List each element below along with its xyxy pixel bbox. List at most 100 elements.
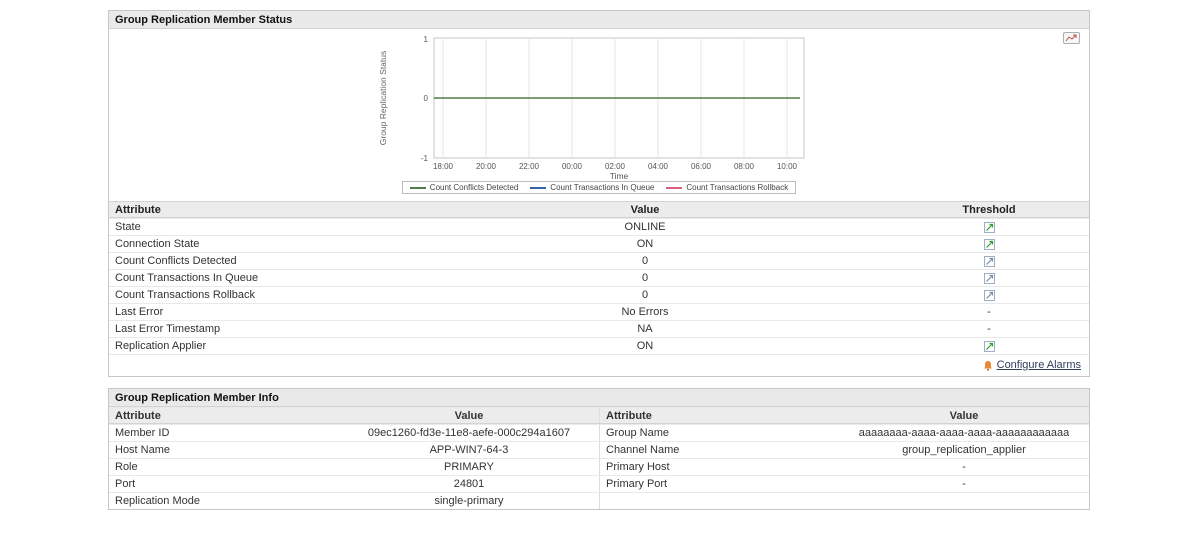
column-header-threshold: Threshold — [962, 203, 1016, 216]
value-cell: NA — [637, 323, 653, 335]
table-row: Host Name APP-WIN7-64-3 Channel Name gro… — [109, 441, 1089, 458]
attribute-cell: Count Conflicts Detected — [115, 255, 237, 267]
attribute-cell: Last Error Timestamp — [115, 323, 221, 335]
attribute-cell: Last Error — [115, 306, 164, 318]
attribute-cell: Host Name — [115, 444, 171, 456]
y-tick: 1 — [424, 35, 429, 44]
svg-text:20:00: 20:00 — [476, 162, 497, 171]
y-tick: -1 — [421, 154, 429, 163]
svg-text:22:00: 22:00 — [519, 162, 540, 171]
attribute-cell — [599, 493, 839, 509]
attribute-cell: Port — [115, 478, 136, 490]
table-row: Count Conflicts Detected 0 — [109, 252, 1089, 269]
content-area: Group Replication Member Status Group Re… — [108, 10, 1090, 521]
threshold-cell — [889, 287, 1089, 303]
table-row: Count Transactions Rollback 0 — [109, 286, 1089, 303]
attribute-cell: Primary Port — [599, 476, 839, 492]
column-header-attribute: Attribute — [115, 203, 161, 216]
configure-alarms-row: Configure Alarms — [109, 354, 1089, 376]
column-header-value: Value — [630, 203, 660, 216]
threshold-cell — [889, 338, 1089, 354]
attribute-cell: Member ID — [115, 427, 170, 439]
legend-item: Count Transactions In Queue — [530, 183, 654, 192]
attribute-cell: Primary Host — [599, 459, 839, 475]
table-row: State ONLINE — [109, 218, 1089, 235]
attribute-cell: Count Transactions Rollback — [115, 289, 256, 301]
svg-text:02:00: 02:00 — [605, 162, 626, 171]
threshold-cell — [889, 236, 1089, 252]
chart-trend-icon — [1065, 34, 1077, 42]
threshold-cell — [889, 253, 1089, 269]
value-cell: - — [962, 461, 966, 473]
value-cell — [839, 493, 1089, 509]
value-cell: ON — [636, 340, 654, 352]
svg-text:00:00: 00:00 — [562, 162, 583, 171]
chart-area: Group Replication Status 1 0 -1 — [109, 29, 1089, 201]
threshold-cell: - — [987, 306, 991, 318]
attribute-cell: Channel Name — [599, 442, 839, 458]
info-table-header: Attribute Value Attribute Value — [109, 407, 1089, 424]
svg-text:08:00: 08:00 — [734, 162, 755, 171]
svg-text:06:00: 06:00 — [691, 162, 712, 171]
attribute-cell: Connection State — [115, 238, 200, 250]
value-cell: 24801 — [453, 478, 485, 490]
column-header-attribute: Attribute — [599, 408, 839, 423]
threshold-chart-icon[interactable] — [983, 238, 995, 250]
attribute-cell: Role — [115, 461, 138, 473]
threshold-cell: - — [987, 323, 991, 335]
y-axis-label: Group Replication Status — [378, 51, 388, 146]
table-row: Replication Mode single-primary — [109, 492, 1089, 509]
threshold-cell — [889, 219, 1089, 235]
attribute-cell: Replication Applier — [115, 340, 207, 352]
value-cell: group_replication_applier — [902, 444, 1026, 456]
value-cell: 0 — [641, 272, 649, 284]
line-chart: Group Replication Status 1 0 -1 — [378, 35, 805, 180]
value-cell: - — [962, 478, 966, 490]
group-replication-member-status-panel: Group Replication Member Status Group Re… — [108, 10, 1090, 377]
table-row: Connection State ON — [109, 235, 1089, 252]
configure-alarms-link[interactable]: Configure Alarms — [996, 359, 1081, 371]
legend-swatch-red — [666, 186, 683, 189]
threshold-chart-icon[interactable] — [983, 221, 995, 233]
panel-title-info: Group Replication Member Info — [109, 389, 1089, 407]
x-ticks: 18:00 20:00 22:00 00:00 02:00 04:00 06:0… — [433, 162, 798, 171]
legend-swatch-blue — [530, 186, 547, 189]
table-row: Port 24801 Primary Port - — [109, 475, 1089, 492]
table-row: Count Transactions In Queue 0 — [109, 269, 1089, 286]
status-chart: Group Replication Status 1 0 -1 — [109, 32, 1089, 198]
threshold-chart-icon[interactable] — [983, 289, 995, 301]
attribute-cell: Count Transactions In Queue — [115, 272, 259, 284]
value-cell: single-primary — [434, 495, 504, 507]
svg-text:10:00: 10:00 — [777, 162, 798, 171]
attribute-cell: Replication Mode — [115, 495, 200, 507]
legend-item: Count Transactions Rollback — [666, 183, 788, 192]
threshold-chart-icon[interactable] — [983, 272, 995, 284]
threshold-chart-icon[interactable] — [983, 340, 995, 352]
value-cell: PRIMARY — [444, 461, 494, 473]
threshold-cell — [889, 270, 1089, 286]
chart-options-button[interactable] — [1063, 32, 1080, 44]
value-cell: 0 — [641, 255, 649, 267]
table-row: Last Error Timestamp NA - — [109, 320, 1089, 337]
threshold-chart-icon[interactable] — [983, 255, 995, 267]
status-table: Attribute Value Threshold State ONLINE C… — [109, 201, 1089, 376]
table-row: Role PRIMARY Primary Host - — [109, 458, 1089, 475]
value-cell: ON — [636, 238, 654, 250]
value-cell: 09ec1260-fd3e-11e8-aefe-000c294a1607 — [367, 427, 571, 439]
legend-label: Count Conflicts Detected — [429, 183, 519, 192]
chart-legend: Count Conflicts Detected Count Transacti… — [401, 181, 797, 194]
group-replication-member-info-panel: Group Replication Member Info Attribute … — [108, 388, 1090, 510]
value-cell: No Errors — [621, 306, 669, 318]
value-cell: ONLINE — [624, 221, 666, 233]
column-header-value: Value — [454, 409, 484, 422]
table-row: Member ID 09ec1260-fd3e-11e8-aefe-000c29… — [109, 424, 1089, 441]
legend-label: Count Transactions Rollback — [686, 183, 789, 192]
svg-text:04:00: 04:00 — [648, 162, 669, 171]
legend-label: Count Transactions In Queue — [550, 183, 655, 192]
panel-title-status: Group Replication Member Status — [109, 11, 1089, 29]
alarm-icon — [983, 360, 992, 371]
value-cell: 0 — [641, 289, 649, 301]
legend-item: Count Conflicts Detected — [409, 183, 519, 192]
x-axis-label: Time — [610, 171, 629, 180]
status-table-header: Attribute Value Threshold — [109, 201, 1089, 218]
